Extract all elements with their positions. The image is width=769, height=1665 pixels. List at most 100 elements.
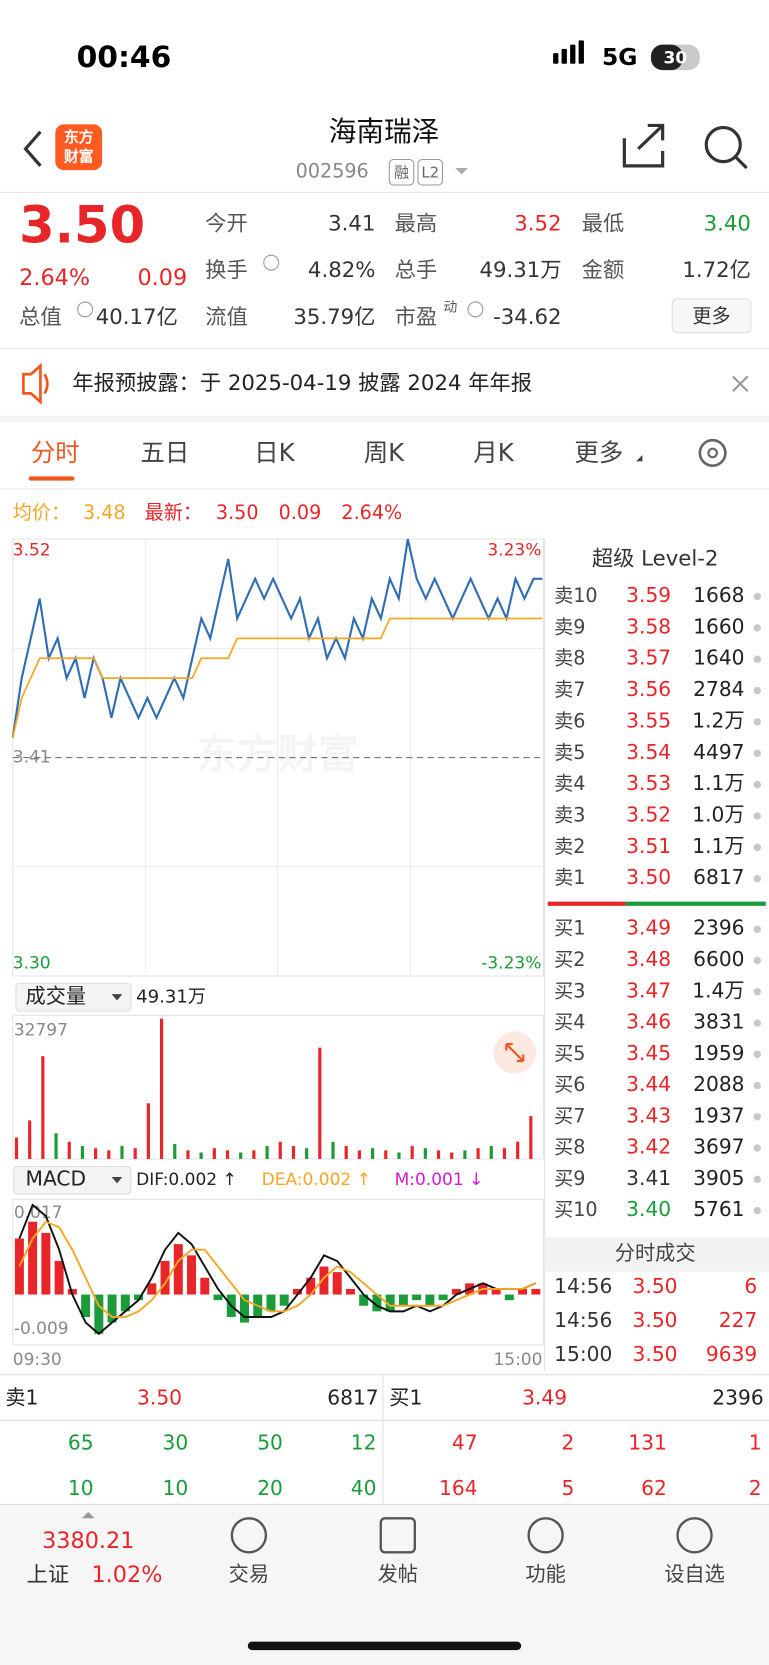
trades-title: 分时成交 (615, 1241, 696, 1265)
nav-item[interactable]: 发帖 (378, 1562, 418, 1586)
nav-item[interactable]: 功能 (525, 1562, 565, 1586)
macd-label: MACD (26, 1167, 87, 1191)
stat-value: 49.31万 (479, 258, 561, 283)
nav-icon[interactable] (230, 1517, 268, 1554)
book-price: 3.43 (626, 1103, 671, 1127)
stock-name: 海南瑞泽 (329, 115, 440, 148)
macd-bar (345, 1288, 355, 1295)
trade-price: 3.50 (633, 1308, 678, 1332)
macd-selector[interactable] (13, 1165, 132, 1195)
macd-bar (385, 1294, 395, 1312)
search-button[interactable] (704, 125, 742, 164)
macd-bar (518, 1288, 528, 1295)
book-volume: 1660 (693, 614, 744, 638)
watermark: 东方财富 (197, 730, 359, 778)
volume-bar (14, 1137, 19, 1159)
volume-bar (146, 1103, 150, 1159)
macd-bar (451, 1288, 461, 1295)
macd-dea: DEA:0.002 ↑ (262, 1170, 371, 1190)
nav-icon[interactable] (379, 1517, 416, 1554)
close-button[interactable] (732, 375, 749, 393)
book-bid-name: 买1 (389, 1386, 422, 1410)
signal-icon (578, 40, 584, 64)
change-pct: 2.64% (19, 265, 90, 291)
book-volume: 3697 (693, 1135, 744, 1159)
book-price: 3.53 (626, 771, 671, 795)
book-name: 卖1 (554, 866, 585, 889)
nav-item[interactable]: 设自选 (664, 1562, 725, 1586)
volume-bar (265, 1146, 269, 1159)
macd-bar (28, 1221, 38, 1295)
volume-bar (516, 1141, 520, 1159)
book-dot (753, 925, 762, 933)
volume-bar (159, 1018, 164, 1159)
volume-bar (476, 1148, 480, 1159)
book-volume: 6600 (693, 947, 744, 971)
change: 0.09 (137, 265, 187, 291)
nav-item[interactable]: 交易 (229, 1562, 269, 1586)
book-price: 3.46 (626, 1010, 671, 1034)
book-name: 卖10 (554, 584, 597, 607)
macd-bar (372, 1294, 382, 1312)
volume-bar (318, 1047, 322, 1159)
book-name: 买6 (554, 1073, 585, 1096)
queue-value: 30 (163, 1430, 189, 1454)
book-dot (753, 1019, 762, 1027)
dropdown (636, 455, 643, 462)
signal-icon (570, 44, 576, 64)
index-arrow (81, 1511, 95, 1519)
trade-volume: 9639 (706, 1342, 757, 1366)
volume-bar (28, 1120, 32, 1159)
macd-bar (292, 1288, 302, 1295)
dropdown[interactable] (455, 167, 468, 175)
book-volume: 1.1万 (692, 771, 744, 795)
volume-bar (107, 1150, 111, 1159)
pct-label: 3.23% (487, 541, 541, 561)
trade-time: 15:00 (554, 1342, 612, 1366)
battery-level (650, 44, 683, 71)
volume-frame (12, 1014, 545, 1160)
macd-bar (332, 1272, 342, 1295)
y-tick-label: 3.52 (13, 541, 51, 561)
macd-bar (425, 1294, 435, 1306)
book-name: 买5 (554, 1042, 585, 1065)
book-dot (753, 1081, 762, 1090)
dropdown (111, 1176, 123, 1184)
more-button[interactable] (671, 298, 752, 334)
volume-selector[interactable] (15, 982, 132, 1012)
book-dot (753, 1144, 762, 1152)
summary-text: 3.50 (216, 501, 259, 524)
tab: 日K (254, 438, 295, 467)
signal-icon (561, 48, 567, 64)
volume-bar (502, 1148, 507, 1159)
volume-bar (41, 1056, 45, 1159)
stat-label: 总手 (395, 258, 438, 283)
back-button[interactable] (23, 130, 42, 167)
settings-button[interactable] (698, 438, 727, 468)
book-name: 买1 (554, 917, 585, 940)
macd-bar (240, 1294, 249, 1323)
macd-bar (491, 1288, 501, 1295)
volume-bar (384, 1150, 388, 1159)
share-button[interactable] (622, 123, 665, 168)
macd-bar (94, 1294, 104, 1334)
book-name: 卖8 (554, 647, 585, 670)
macd-bar (41, 1232, 51, 1295)
summary-text: 0.09 (279, 501, 322, 524)
macd-bar (438, 1294, 448, 1301)
book-price: 3.56 (626, 677, 671, 701)
price-line (11, 617, 543, 738)
queue-value: 10 (68, 1476, 94, 1500)
volume-bar (239, 1152, 243, 1159)
book-dot (753, 1175, 762, 1184)
volume-bar (133, 1148, 137, 1159)
nav-icon[interactable] (527, 1517, 564, 1554)
volume-bar (450, 1152, 454, 1159)
index-pct: 1.02% (91, 1562, 162, 1588)
macd-bar (504, 1294, 514, 1301)
badge-text: 融 (394, 163, 409, 181)
nav-icon[interactable] (676, 1517, 713, 1554)
badge (417, 158, 443, 186)
book-volume: 4497 (693, 740, 744, 764)
book-dot (753, 843, 762, 852)
